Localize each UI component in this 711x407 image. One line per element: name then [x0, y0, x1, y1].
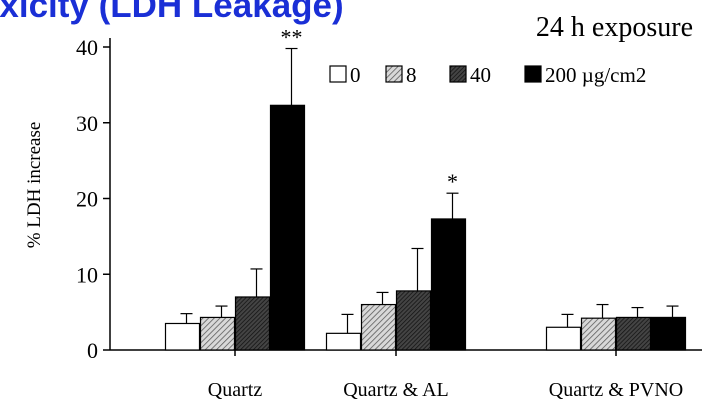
bar-1-1	[360, 303, 397, 351]
bars: ***	[164, 25, 687, 351]
legend-label: 8	[406, 63, 417, 87]
legend-swatch	[524, 65, 542, 83]
y-axis-label: % LDH increase	[24, 122, 45, 249]
legend-swatch	[385, 65, 403, 83]
bar-1-2	[395, 290, 432, 351]
bar-2-2	[615, 316, 652, 351]
y-tick-label: 20	[76, 187, 98, 212]
significance-marker: *	[447, 169, 458, 194]
x-tick-label: Quartz	[208, 379, 263, 401]
bar-2-3	[650, 316, 687, 351]
bar-0-3	[269, 104, 306, 351]
significance-marker: **	[281, 25, 303, 50]
bar-1-3	[430, 218, 467, 351]
legend-swatch	[449, 65, 467, 83]
y-tick-label: 10	[76, 262, 98, 287]
bar-1-0	[325, 332, 362, 351]
bar-0-1	[199, 316, 236, 351]
bar-0-0	[164, 322, 201, 351]
y-tick-label: 40	[76, 35, 98, 60]
x-tick-label: Quartz & AL	[343, 379, 449, 401]
bar-2-0	[545, 326, 582, 351]
y-tick-label: 30	[76, 111, 98, 136]
chart-subtitle: 24 h exposure	[536, 12, 693, 43]
slide-title: oxicity (LDH Leakage)	[0, 0, 344, 25]
legend: 0 8 40 200 µg/cm2	[329, 63, 646, 87]
legend-label: 0	[350, 63, 361, 87]
bar-2-1	[580, 317, 617, 351]
legend-swatch	[329, 65, 347, 83]
legend-label: 200 µg/cm2	[545, 63, 646, 87]
bar-0-2	[234, 296, 271, 351]
y-tick-label: 0	[87, 338, 98, 363]
x-tick-label: Quartz & PVNO	[549, 379, 683, 401]
legend-label: 40	[470, 63, 491, 87]
